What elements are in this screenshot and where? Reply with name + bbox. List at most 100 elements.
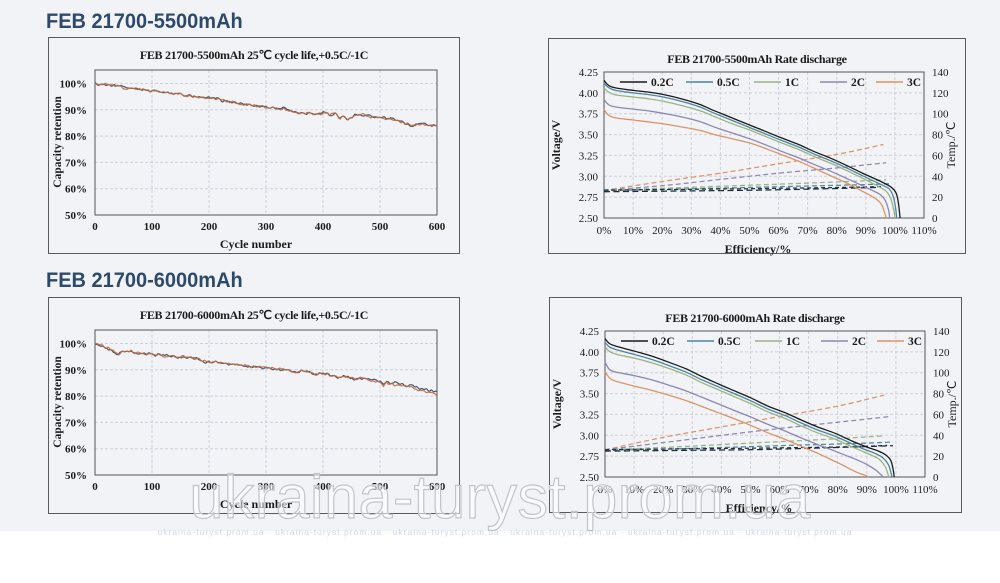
svg-text:80%: 80% <box>828 484 848 496</box>
svg-text:Efficiency/%: Efficiency/% <box>726 501 793 515</box>
svg-text:70%: 70% <box>65 417 87 429</box>
svg-text:500: 500 <box>372 481 389 493</box>
svg-text:90%: 90% <box>65 365 87 377</box>
svg-text:2.50: 2.50 <box>579 213 599 225</box>
svg-text:50%: 50% <box>65 210 87 222</box>
svg-text:Temp./℃: Temp./℃ <box>944 122 958 169</box>
svg-text:100: 100 <box>144 481 161 493</box>
svg-text:Cycle number: Cycle number <box>220 497 293 511</box>
svg-text:50%: 50% <box>740 484 760 496</box>
svg-text:600: 600 <box>429 481 446 493</box>
svg-text:2C: 2C <box>852 336 866 348</box>
svg-text:50%: 50% <box>739 225 759 237</box>
svg-text:2.50: 2.50 <box>580 472 600 484</box>
svg-text:110%: 110% <box>912 484 937 496</box>
svg-text:20%: 20% <box>653 484 673 496</box>
svg-text:500: 500 <box>372 221 389 233</box>
svg-text:0: 0 <box>933 472 939 484</box>
svg-text:Voltage/V: Voltage/V <box>550 379 564 430</box>
svg-text:110%: 110% <box>911 225 936 237</box>
svg-text:0: 0 <box>92 221 98 233</box>
svg-text:3C: 3C <box>907 77 921 89</box>
svg-text:Cycle number: Cycle number <box>220 237 293 251</box>
svg-text:3.00: 3.00 <box>580 430 600 442</box>
svg-text:200: 200 <box>201 481 218 493</box>
svg-text:40%: 40% <box>710 225 730 237</box>
svg-text:30%: 30% <box>681 225 701 237</box>
svg-text:140: 140 <box>932 67 949 79</box>
svg-text:60%: 60% <box>768 225 788 237</box>
svg-text:400: 400 <box>315 481 332 493</box>
svg-text:100%: 100% <box>60 339 88 351</box>
svg-text:120: 120 <box>932 88 949 100</box>
svg-text:60: 60 <box>932 150 944 162</box>
svg-text:100: 100 <box>932 109 949 121</box>
svg-text:0%: 0% <box>598 484 613 496</box>
svg-text:60%: 60% <box>65 184 87 196</box>
svg-text:0.2C: 0.2C <box>651 77 674 89</box>
svg-text:Capacity retention: Capacity retention <box>52 356 64 448</box>
svg-text:FEB 21700-5500mAh 25℃ cycle li: FEB 21700-5500mAh 25℃ cycle life,+0.5C/-… <box>140 48 368 62</box>
svg-text:70%: 70% <box>65 157 87 169</box>
svg-text:3.00: 3.00 <box>579 171 599 183</box>
svg-text:Temp./℃: Temp./℃ <box>945 381 959 428</box>
svg-text:Voltage/V: Voltage/V <box>549 120 563 171</box>
svg-text:3.25: 3.25 <box>579 150 599 162</box>
svg-text:40: 40 <box>932 171 944 183</box>
svg-text:4.25: 4.25 <box>580 326 600 338</box>
svg-text:10%: 10% <box>624 484 644 496</box>
svg-text:0: 0 <box>92 481 98 493</box>
svg-text:600: 600 <box>429 221 446 233</box>
svg-text:1C: 1C <box>786 336 800 348</box>
svg-text:0: 0 <box>932 213 938 225</box>
svg-text:20: 20 <box>933 451 945 463</box>
svg-text:80%: 80% <box>827 225 847 237</box>
svg-text:4.25: 4.25 <box>579 67 599 79</box>
svg-text:80: 80 <box>932 130 944 142</box>
svg-text:Efficiency/%: Efficiency/% <box>725 242 792 256</box>
svg-text:300: 300 <box>258 221 275 233</box>
svg-text:100: 100 <box>933 368 950 380</box>
svg-text:200: 200 <box>201 221 218 233</box>
svg-text:120: 120 <box>933 347 950 359</box>
svg-text:0.5C: 0.5C <box>717 77 740 89</box>
svg-text:80%: 80% <box>65 391 87 403</box>
svg-text:FEB 21700-5500mAh Rate dischar: FEB 21700-5500mAh Rate discharge <box>667 52 847 66</box>
svg-text:100: 100 <box>144 221 161 233</box>
svg-text:3.50: 3.50 <box>580 389 600 401</box>
svg-text:40%: 40% <box>711 484 731 496</box>
svg-text:40: 40 <box>933 430 945 442</box>
svg-text:80%: 80% <box>65 131 87 143</box>
svg-text:0%: 0% <box>597 225 612 237</box>
svg-text:70%: 70% <box>799 484 819 496</box>
svg-text:3.75: 3.75 <box>579 109 599 121</box>
svg-text:60: 60 <box>933 409 945 421</box>
svg-text:2.75: 2.75 <box>580 451 600 463</box>
svg-text:0.2C: 0.2C <box>652 336 675 348</box>
svg-text:100%: 100% <box>883 484 909 496</box>
svg-text:400: 400 <box>315 221 332 233</box>
svg-text:3.25: 3.25 <box>580 409 600 421</box>
svg-text:10%: 10% <box>623 225 643 237</box>
svg-text:3.50: 3.50 <box>579 130 599 142</box>
svg-text:0.5C: 0.5C <box>718 336 741 348</box>
svg-text:2C: 2C <box>851 77 865 89</box>
svg-text:Capacity retention: Capacity retention <box>52 96 64 188</box>
svg-text:4.00: 4.00 <box>579 88 599 100</box>
svg-text:70%: 70% <box>798 225 818 237</box>
svg-text:1C: 1C <box>785 77 799 89</box>
svg-text:20%: 20% <box>652 225 672 237</box>
svg-text:60%: 60% <box>65 444 87 456</box>
svg-text:60%: 60% <box>769 484 789 496</box>
svg-text:80: 80 <box>933 389 945 401</box>
svg-text:3C: 3C <box>908 336 922 348</box>
svg-text:100%: 100% <box>60 79 88 91</box>
svg-text:90%: 90% <box>857 484 877 496</box>
svg-text:FEB 21700-6000mAh Rate dischar: FEB 21700-6000mAh Rate discharge <box>665 311 845 325</box>
svg-text:50%: 50% <box>65 470 87 482</box>
svg-text:90%: 90% <box>856 225 876 237</box>
svg-text:300: 300 <box>258 481 275 493</box>
svg-text:3.75: 3.75 <box>580 368 600 380</box>
svg-text:4.00: 4.00 <box>580 347 600 359</box>
svg-text:100%: 100% <box>882 225 908 237</box>
